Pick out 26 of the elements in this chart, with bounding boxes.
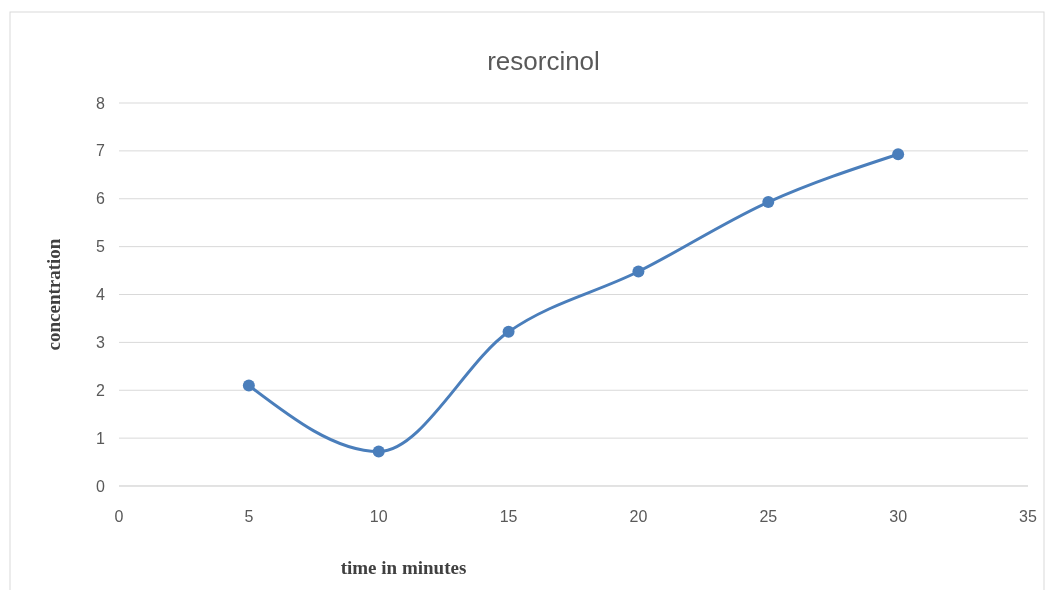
x-axis-title: time in minutes: [340, 557, 467, 578]
point: [762, 196, 775, 209]
y-tick-label: 1: [96, 429, 106, 447]
y-tick-label: 6: [96, 190, 106, 208]
y-axis-title: concentration: [43, 238, 64, 351]
y-tick-label: 0: [96, 477, 106, 495]
x-tick-label: 10: [369, 508, 388, 525]
point: [242, 379, 255, 392]
x-tick-label: 35: [1019, 508, 1037, 525]
y-tick-label: 3: [96, 333, 106, 351]
x-tick-label: 30: [889, 508, 908, 525]
point: [502, 325, 515, 338]
y-tick-label: 2: [96, 381, 106, 399]
point: [632, 265, 645, 278]
x-tick-label: 5: [244, 508, 254, 525]
x-tick-label: 0: [114, 508, 124, 525]
y-tick-label: 8: [96, 94, 106, 112]
point: [372, 445, 385, 458]
chart-title: resorcinol: [487, 46, 600, 76]
x-tick-label: 15: [499, 508, 518, 525]
point: [892, 148, 905, 161]
x-tick-label: 20: [629, 508, 648, 525]
x-tick-label: 25: [759, 508, 778, 525]
y-tick-label: 4: [96, 286, 106, 304]
y-tick-label: 5: [96, 238, 106, 256]
y-tick-label: 7: [96, 142, 106, 160]
